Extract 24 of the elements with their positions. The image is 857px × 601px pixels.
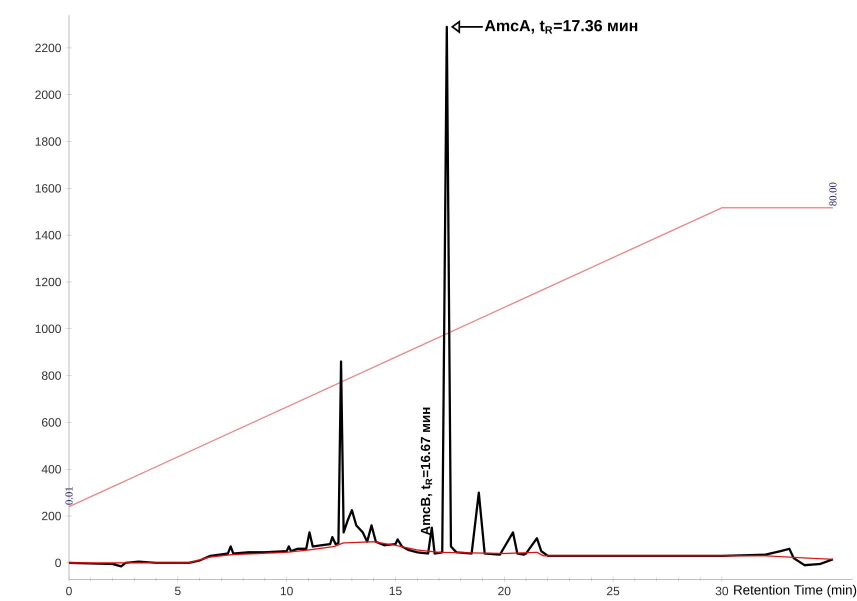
x-axis-title: Retention Time (min): [734, 584, 856, 598]
annotation: 80.00: [829, 182, 837, 206]
x-tick-label: 0: [66, 586, 72, 596]
y-tick-label: 1200: [36, 278, 61, 286]
x-tick-label: 20: [498, 586, 510, 596]
annotation: AmcA, t$_{R}$=17.36 мин: [484, 20, 638, 34]
y-tick-label: 1600: [36, 184, 61, 193]
x-tick-label: 10: [280, 586, 293, 596]
y-tick-label: 2200: [35, 44, 61, 52]
y-tick-label: 1800: [36, 137, 61, 146]
y-tick-label: 2000: [35, 90, 61, 100]
annotation: 0.01: [65, 487, 73, 505]
x-tick-label: 30: [716, 586, 728, 596]
y-tick-label: 1000: [36, 324, 61, 334]
y-tick-label: 800: [42, 371, 61, 380]
x-tick-label: 25: [607, 586, 620, 596]
y-tick-label: 600: [42, 418, 61, 427]
annotation: AmcB, t$_{R}$=16.67 мин: [420, 408, 432, 536]
x-tick-label: 15: [390, 586, 402, 596]
y-tick-label: 0: [55, 558, 61, 568]
x-tick-label: 5: [174, 586, 181, 596]
y-tick-label: 1400: [36, 230, 61, 240]
y-tick-label: 400: [42, 465, 61, 474]
y-tick-label: 200: [42, 512, 61, 520]
